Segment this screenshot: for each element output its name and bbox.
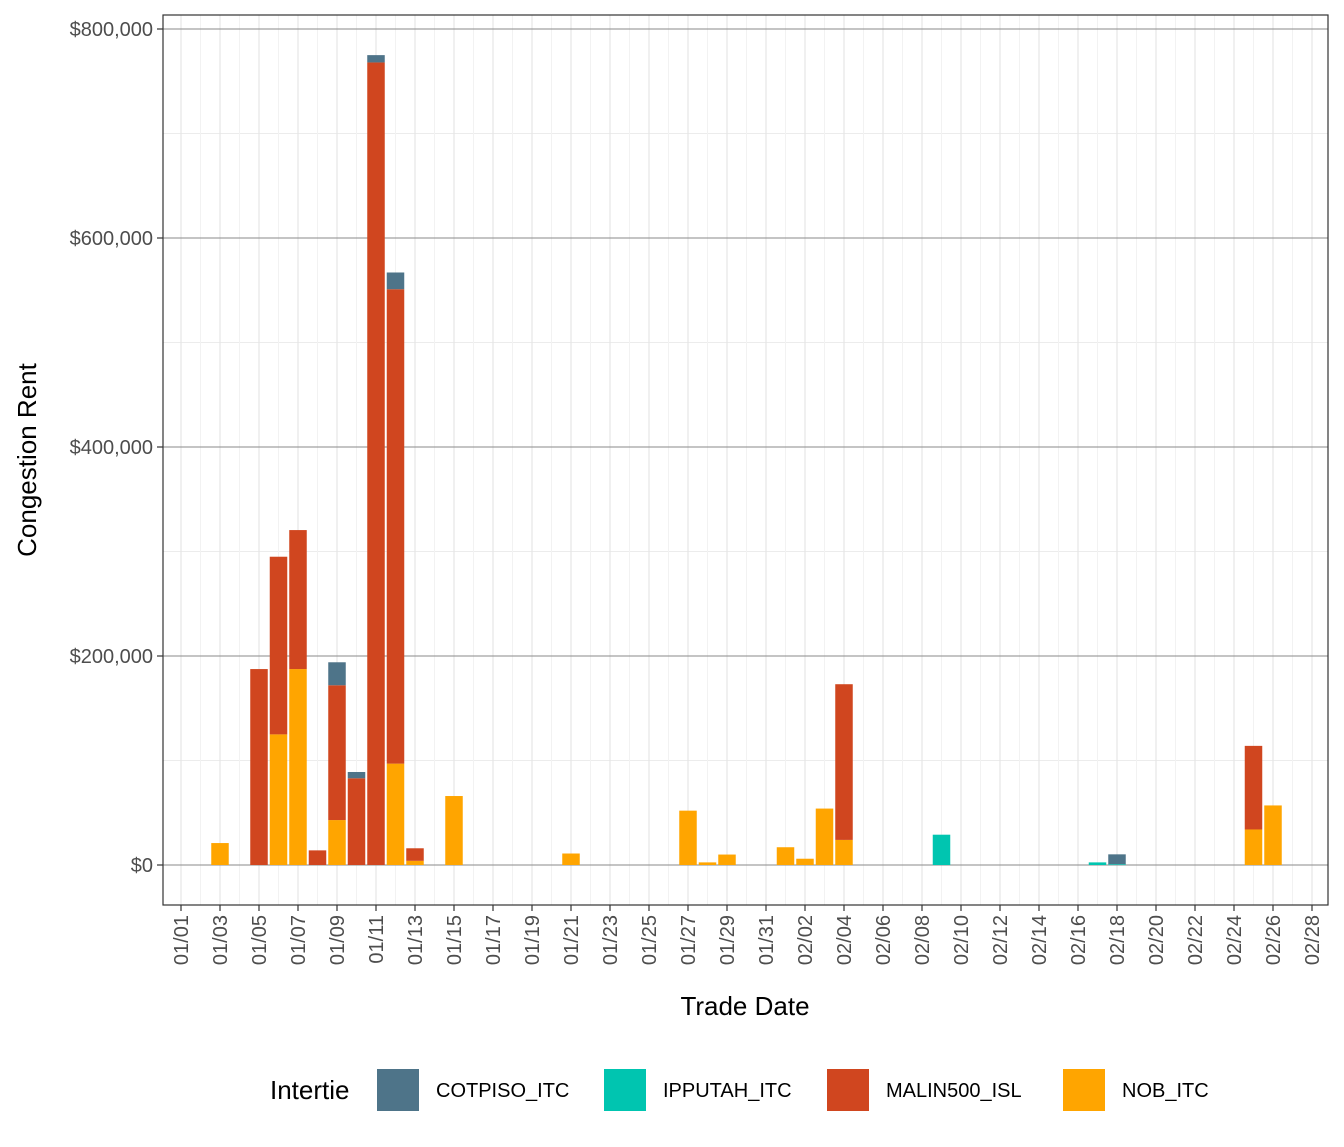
bar-nob-itc-01-06 — [269, 734, 288, 865]
legend-label-malin500-isl: MALIN500_ISL — [886, 1080, 1022, 1102]
x-tick-label: 02/06 — [873, 915, 895, 965]
bar-nob-itc-01-28 — [698, 862, 717, 865]
y-tick-label: $200,000 — [70, 646, 153, 668]
x-tick-label: 01/03 — [210, 915, 232, 965]
x-tick-label: 01/05 — [249, 915, 271, 965]
x-tick-label: 01/21 — [561, 915, 583, 965]
x-tick-label: 01/07 — [288, 915, 310, 965]
y-axis-title: Congestion Rent — [12, 362, 42, 556]
legend-key-cotpiso-itc — [377, 1069, 419, 1111]
bar-ipputah-itc-02-09 — [932, 834, 951, 865]
y-tick-label: $400,000 — [70, 437, 153, 459]
bar-nob-itc-02-03 — [815, 808, 834, 865]
bar-nob-itc-02-26 — [1264, 805, 1282, 865]
x-tick-label: 01/15 — [444, 915, 466, 965]
x-tick-label: 01/29 — [717, 915, 739, 965]
x-tick-label: 01/27 — [678, 915, 700, 965]
bar-cotpiso-itc-02-18 — [1108, 854, 1126, 865]
legend-label-nob-itc: NOB_ITC — [1122, 1080, 1209, 1102]
bar-nob-itc-01-21 — [562, 853, 580, 865]
x-tick-label: 02/14 — [1029, 915, 1051, 965]
bar-nob-itc-02-01 — [776, 847, 795, 865]
bar-nob-itc-01-29 — [718, 854, 736, 865]
bar-malin500-isl-01-05 — [250, 669, 268, 865]
bar-malin500-isl-02-25 — [1244, 745, 1263, 830]
x-tick-label: 02/08 — [912, 915, 934, 965]
bar-nob-itc-02-02 — [796, 858, 814, 865]
legend-label-ipputah-itc: IPPUTAH_ITC — [663, 1080, 792, 1102]
bar-malin500-isl-01-13 — [406, 848, 424, 861]
x-tick-label: 01/09 — [327, 915, 349, 965]
bar-ipputah-itc-02-17 — [1088, 862, 1107, 865]
bar-ipputah-itc-02-18 — [1108, 864, 1126, 866]
legend-key-nob-itc — [1063, 1069, 1105, 1111]
legend-key-malin500-isl — [827, 1069, 869, 1111]
bar-malin500-isl-02-04 — [835, 684, 853, 840]
x-tick-label: 02/28 — [1302, 915, 1324, 965]
legend-label-cotpiso-itc: COTPISO_ITC — [436, 1080, 569, 1102]
bar-nob-itc-01-13 — [406, 860, 424, 865]
bar-malin500-isl-01-08 — [308, 850, 327, 865]
y-tick-label: $800,000 — [70, 19, 153, 41]
legend: Intertie COTPISO_ITC IPPUTAH_ITC MALIN500_… — [270, 1069, 1209, 1111]
bar-cotpiso-itc-01-09 — [328, 662, 346, 686]
bar-nob-itc-01-09 — [328, 820, 346, 865]
x-tick-label: 02/10 — [951, 915, 973, 965]
bar-nob-itc-02-25 — [1244, 829, 1263, 865]
bar-cotpiso-itc-01-10 — [347, 771, 366, 779]
bar-malin500-isl-01-11 — [367, 62, 385, 865]
bar-malin500-isl-01-09 — [328, 685, 346, 821]
x-tick-label: 02/26 — [1263, 915, 1285, 965]
bar-nob-itc-01-07 — [289, 669, 307, 865]
legend-key-ipputah-itc — [604, 1069, 646, 1111]
x-tick-label: 02/20 — [1146, 915, 1168, 965]
x-tick-label: 01/13 — [405, 915, 427, 965]
bar-cotpiso-itc-01-12 — [386, 272, 405, 290]
y-tick-label: $600,000 — [70, 228, 153, 250]
bar-nob-itc-02-04 — [835, 839, 853, 865]
x-tick-label: 02/16 — [1068, 915, 1090, 965]
x-tick-label: 02/22 — [1185, 915, 1207, 965]
bar-nob-itc-01-03 — [211, 843, 229, 865]
x-tick-label: 02/04 — [834, 915, 856, 965]
bar-nob-itc-01-15 — [445, 796, 463, 865]
bar-malin500-isl-01-12 — [386, 289, 405, 764]
bars — [211, 55, 1282, 866]
y-tick-label: $0 — [131, 855, 153, 877]
x-tick-label: 02/12 — [990, 915, 1012, 965]
x-axis: 01/01 01/03 01/05 01/07 01/09 01/11 01/13 01/15… — [171, 905, 1324, 965]
grid — [163, 15, 1328, 905]
bar-nob-itc-01-27 — [679, 810, 697, 865]
legend-title: Intertie — [270, 1075, 350, 1105]
x-tick-label: 01/23 — [600, 915, 622, 965]
x-tick-label: 02/02 — [795, 915, 817, 965]
x-tick-label: 02/18 — [1107, 915, 1129, 965]
bar-malin500-isl-01-07 — [289, 530, 307, 670]
x-tick-label: 01/11 — [366, 915, 388, 964]
bar-cotpiso-itc-01-11 — [367, 55, 385, 63]
bar-nob-itc-01-12 — [386, 763, 405, 865]
plot-panel-border — [162, 14, 1329, 906]
x-tick-label: 01/31 — [756, 915, 778, 965]
y-axis: $0 $200,000 $400,000 $600,000 $800,000 — [70, 19, 163, 877]
x-axis-title: Trade Date — [680, 991, 809, 1021]
x-tick-label: 01/19 — [522, 915, 544, 965]
bar-malin500-isl-01-06 — [269, 556, 288, 735]
plot-background — [163, 15, 1328, 905]
bar-malin500-isl-01-10 — [347, 778, 366, 865]
x-tick-label: 01/25 — [639, 915, 661, 965]
x-tick-label: 01/01 — [171, 915, 193, 965]
x-tick-label: 02/24 — [1224, 915, 1246, 965]
x-tick-label: 01/17 — [483, 915, 505, 965]
